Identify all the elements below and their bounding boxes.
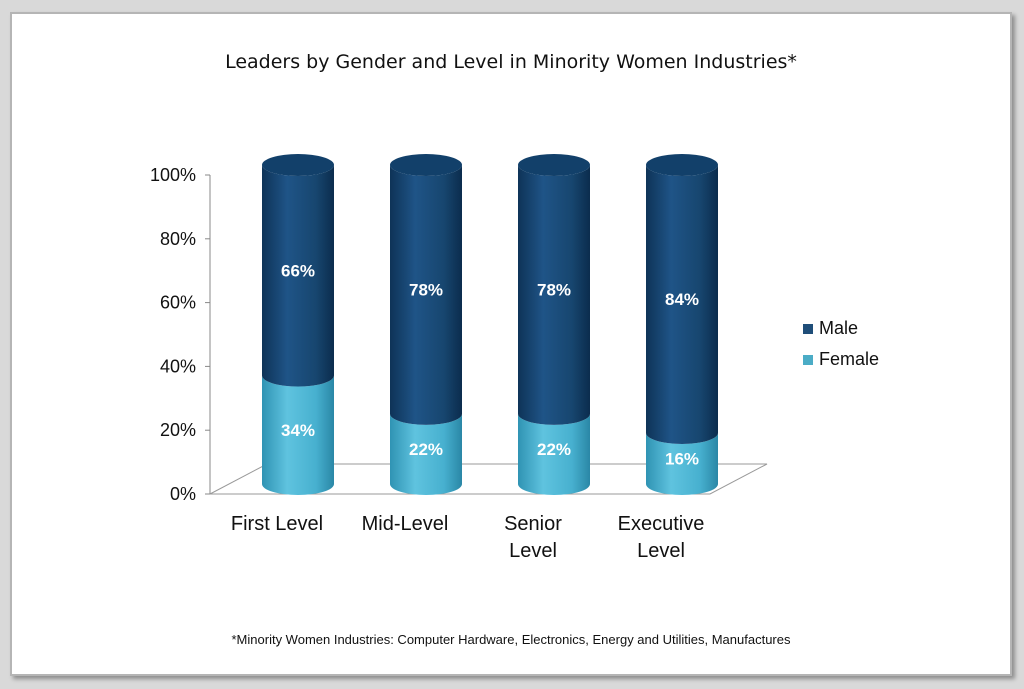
x-category-label: Senior — [504, 513, 562, 535]
x-category-label: Executive — [618, 513, 705, 535]
x-category-label: Level — [637, 540, 685, 562]
legend-swatch-female — [803, 355, 813, 365]
bar-female — [646, 432, 718, 495]
chart-frame — [10, 12, 1012, 676]
x-category-label: Level — [509, 540, 557, 562]
y-tick-label: 0% — [170, 484, 196, 504]
data-label: 22% — [537, 440, 571, 459]
bar-top-cap — [262, 154, 334, 176]
data-label: 66% — [281, 261, 315, 280]
legend-label-male: Male — [819, 318, 858, 338]
y-tick-label: 20% — [160, 420, 196, 440]
y-tick-label: 40% — [160, 356, 196, 376]
y-tick-label: 100% — [150, 165, 196, 185]
x-category-label: First Level — [231, 513, 323, 535]
bar-male — [262, 165, 334, 387]
legend-label-female: Female — [819, 349, 879, 369]
bar-male — [518, 165, 590, 425]
bar-female — [390, 413, 462, 495]
x-category-label: Mid-Level — [362, 513, 449, 535]
bar-top-cap — [390, 154, 462, 176]
bar-top-cap — [646, 154, 718, 176]
data-label: 22% — [409, 440, 443, 459]
bar-male — [646, 165, 718, 444]
data-label: 84% — [665, 290, 699, 309]
chart-title: Leaders by Gender and Level in Minority … — [225, 51, 797, 73]
footnote: *Minority Women Industries: Computer Har… — [232, 632, 791, 647]
bar-female — [262, 375, 334, 495]
bar-male — [390, 165, 462, 425]
legend-swatch-male — [803, 324, 813, 334]
y-tick-label: 60% — [160, 293, 196, 313]
y-tick-label: 80% — [160, 229, 196, 249]
data-label: 34% — [281, 421, 315, 440]
data-label: 78% — [409, 280, 443, 299]
data-label: 16% — [665, 449, 699, 468]
bar-female — [518, 413, 590, 495]
data-label: 78% — [537, 280, 571, 299]
bar-top-cap — [518, 154, 590, 176]
